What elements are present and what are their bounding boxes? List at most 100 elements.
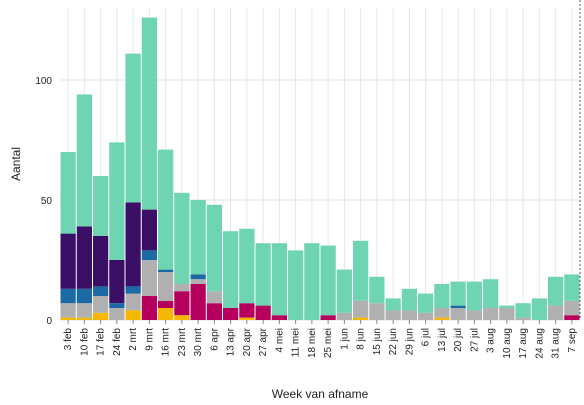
x-tick-label: 1 jun — [339, 328, 350, 350]
bar-segment — [190, 284, 206, 320]
bar-segment — [450, 281, 466, 306]
x-tick-label: 20 apr — [242, 327, 253, 356]
x-tick-label: 24 aug — [534, 328, 545, 359]
bar-segment — [499, 305, 515, 308]
bar-segment — [174, 315, 190, 320]
x-tick-label: 9 mrt — [144, 328, 155, 351]
y-tick-label: 0 — [46, 316, 52, 327]
x-tick-label: 24 feb — [112, 328, 123, 356]
bar-segment — [548, 305, 564, 320]
bar-segment — [564, 300, 580, 316]
bar-segment — [483, 308, 499, 320]
bar-segment — [60, 233, 76, 289]
bar-segment — [515, 317, 531, 320]
bar-segment — [418, 312, 434, 320]
bar-segment — [434, 284, 450, 308]
bar-segment — [125, 293, 141, 311]
bar-segment — [483, 279, 499, 308]
x-tick-label: 17 aug — [518, 328, 529, 359]
y-tick-label: 50 — [41, 196, 53, 207]
bar-segment — [60, 288, 76, 304]
bar-segment — [564, 315, 580, 320]
bar-segment — [109, 308, 125, 320]
bar-segment — [255, 243, 271, 306]
bar-segment — [466, 310, 482, 320]
bar-segment — [206, 303, 222, 320]
bar-segment — [336, 312, 352, 320]
x-tick-label: 4 mei — [274, 328, 285, 352]
x-tick-label: 13 apr — [226, 327, 237, 356]
bar-segment — [564, 274, 580, 301]
bar-segment — [141, 296, 157, 320]
bar-segment — [239, 303, 255, 318]
bar-segment — [174, 284, 190, 292]
bar-segment — [158, 272, 174, 301]
bar-segment — [76, 303, 92, 318]
x-tick-label: 27 jul — [469, 328, 480, 352]
bar-segment — [223, 308, 239, 320]
bar-segment — [320, 245, 336, 316]
bar-segment — [174, 192, 190, 284]
x-tick-label: 17 feb — [96, 328, 107, 356]
bar-segment — [271, 315, 287, 320]
bar-segment — [109, 142, 125, 260]
bar-segment — [158, 269, 174, 272]
bar-segment — [353, 240, 369, 301]
bar-segment — [304, 243, 320, 320]
x-tick-label: 15 jun — [372, 328, 383, 355]
bar-segment — [401, 310, 417, 320]
bar-segment — [76, 226, 92, 289]
bar-segment — [353, 317, 369, 320]
bar-segment — [60, 152, 76, 234]
bar-segment — [418, 293, 434, 313]
bar-segment — [190, 279, 206, 284]
x-tick-label: 6 jul — [421, 328, 432, 346]
bar-segment — [320, 315, 336, 320]
bar-segment — [93, 296, 109, 313]
x-tick-label: 18 mei — [307, 328, 318, 358]
bar-segment — [206, 291, 222, 304]
x-tick-label: 13 jul — [437, 328, 448, 352]
bar-segment — [450, 308, 466, 320]
bar-segment — [109, 260, 125, 304]
x-tick-label: 16 mrt — [161, 328, 172, 357]
bar-segment — [125, 286, 141, 294]
bar-segment — [434, 317, 450, 320]
bar-segment — [434, 308, 450, 318]
bar-segment — [141, 209, 157, 251]
bar-segment — [499, 308, 515, 320]
bar-segment — [158, 308, 174, 320]
bar-segment — [385, 310, 401, 320]
bar-segment — [93, 286, 109, 296]
x-tick-label: 10 feb — [79, 328, 90, 356]
bar-segment — [125, 310, 141, 320]
x-tick-label: 29 jun — [404, 328, 415, 355]
bar-segment — [466, 281, 482, 311]
bar-segment — [158, 300, 174, 308]
x-tick-label: 20 jul — [453, 328, 464, 352]
bar-segment — [531, 298, 547, 320]
bar-segment — [190, 200, 206, 275]
bar-segment — [60, 317, 76, 320]
bar-segment — [141, 17, 157, 210]
bar-segment — [76, 288, 92, 304]
bar-segment — [60, 303, 76, 318]
bar-segment — [515, 303, 531, 318]
x-tick-label: 25 mei — [323, 328, 334, 358]
bar-segment — [255, 305, 271, 320]
bar-segment — [401, 288, 417, 311]
bar-segment — [93, 176, 109, 236]
bar-segment — [336, 269, 352, 313]
x-tick-label: 3 feb — [63, 328, 74, 351]
x-tick-label: 11 mei — [291, 328, 302, 357]
x-tick-label: 22 jun — [388, 328, 399, 355]
x-tick-label: 30 mrt — [193, 328, 204, 357]
x-tick-label: 7 sep — [567, 328, 578, 353]
bar-segment — [353, 300, 369, 318]
bar-segment — [548, 276, 564, 306]
x-tick-label: 8 jun — [356, 328, 367, 350]
x-tick-label: 10 aug — [502, 328, 513, 359]
bar-segment — [223, 231, 239, 308]
bar-segment — [141, 250, 157, 260]
